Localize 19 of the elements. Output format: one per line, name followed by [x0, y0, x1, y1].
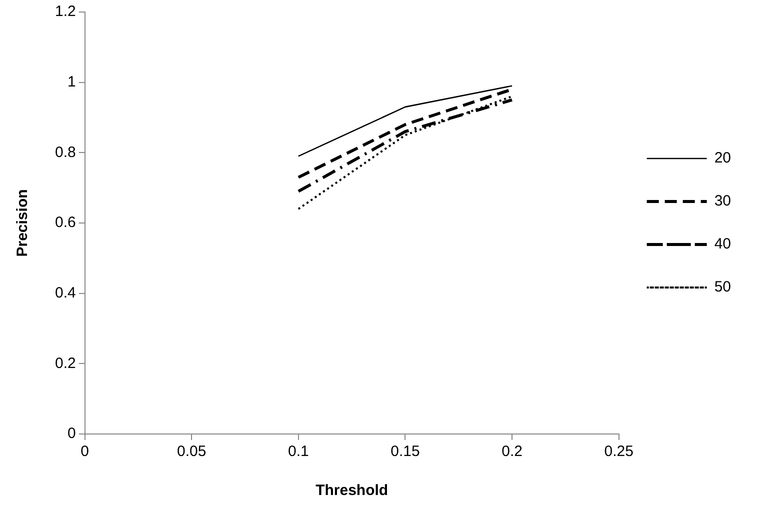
y-tick-label: 0	[68, 425, 76, 442]
legend-label: 50	[714, 278, 732, 296]
legend-label: 30	[714, 192, 732, 210]
legend-label: 20	[714, 150, 732, 167]
x-tick-label: 0.2	[502, 443, 522, 460]
y-tick-label: 0.6	[54, 214, 76, 232]
x-tick-label: 0.05	[177, 443, 206, 460]
y-tick-label: 0.8	[54, 144, 76, 161]
y-tick-label: 1	[68, 73, 76, 90]
y-tick-label: 1.2	[54, 3, 76, 20]
x-tick-label: 0	[80, 443, 90, 460]
x-axis-title: Threshold	[316, 482, 388, 500]
legend-label: 40	[714, 236, 732, 253]
y-tick-label: 0.2	[54, 354, 76, 372]
y-tick-label: 0.4	[54, 284, 76, 302]
x-tick-label: 0.25	[604, 443, 634, 460]
x-tick-label: 0.15	[390, 443, 420, 460]
x-tick-label: 0.1	[288, 443, 309, 460]
y-axis-title: Precision	[14, 189, 32, 257]
